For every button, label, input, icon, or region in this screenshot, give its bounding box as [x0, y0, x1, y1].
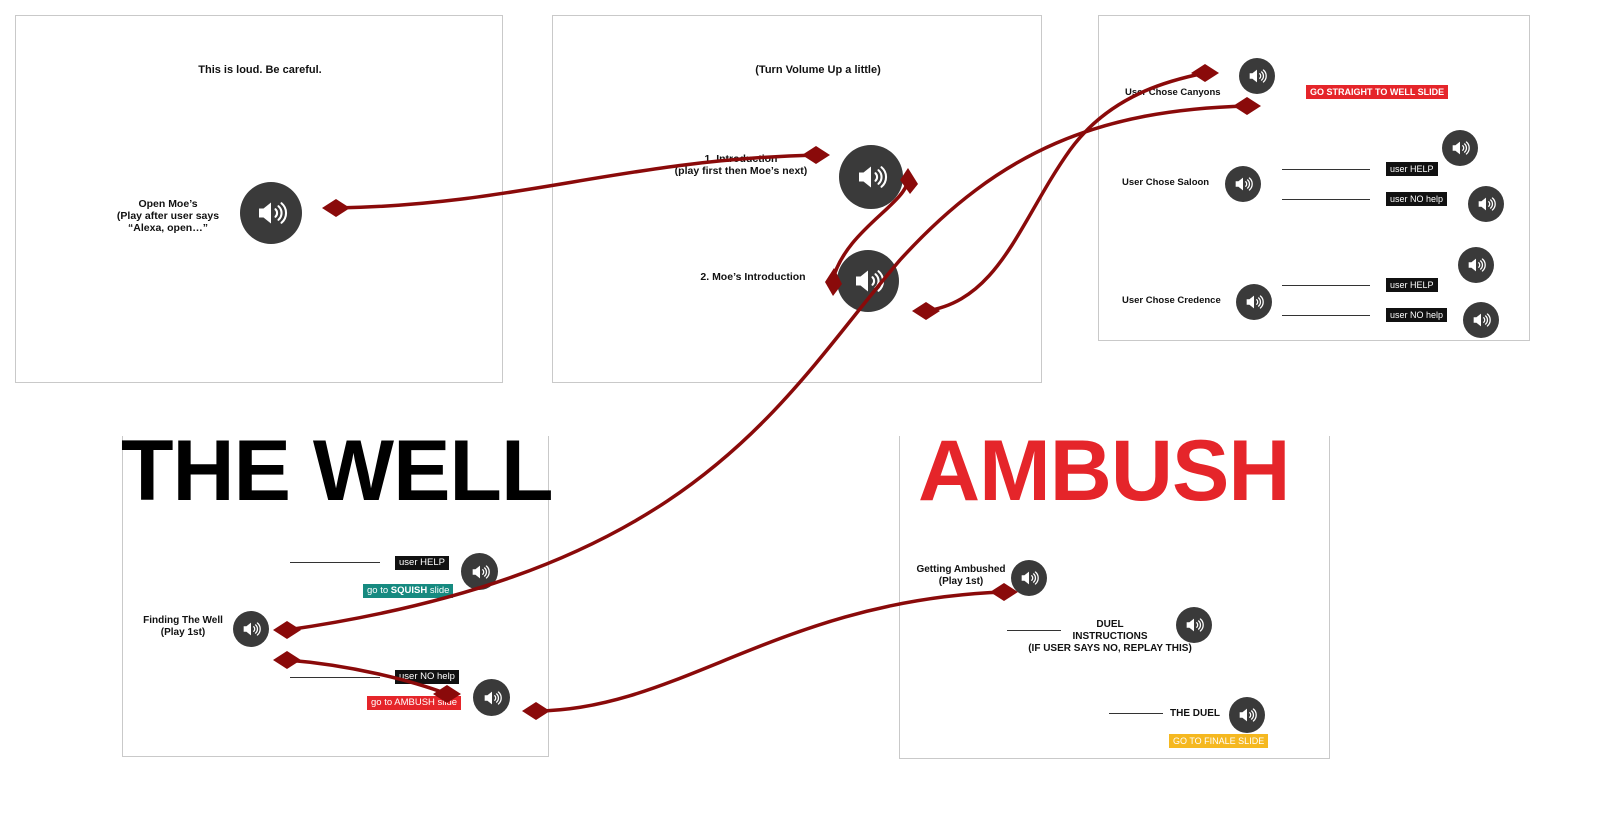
user-help-tag: user HELP: [1386, 162, 1438, 176]
wire-intro-to-moes: [830, 178, 910, 284]
speaker-icon[interactable]: [1011, 560, 1047, 596]
slide-introductions: (Turn Volume Up a little) 1. Introductio…: [552, 15, 1042, 383]
speaker-icon[interactable]: [240, 182, 302, 244]
speaker-icon[interactable]: [1463, 302, 1499, 338]
getting-ambushed-label: Getting Ambushed (Play 1st): [916, 564, 1006, 587]
slide-note: (Turn Volume Up a little): [755, 64, 881, 76]
wire-endpoint: [1191, 64, 1219, 82]
wire-endpoint: [1233, 97, 1261, 115]
wire-endpoint: [990, 583, 1018, 601]
finding-the-well-label: Finding The Well (Play 1st): [143, 615, 223, 638]
go-to-squish-tag: go to SQUISH slide: [363, 584, 454, 598]
ambush-title: AMBUSH: [918, 423, 1290, 519]
wire-endpoint: [825, 268, 842, 296]
divider: [1007, 630, 1061, 631]
speaker-icon[interactable]: [1225, 166, 1261, 202]
user-no-help-tag: user NO help: [1386, 308, 1448, 322]
user-help-tag: user HELP: [1386, 278, 1438, 292]
the-well-title: THE WELL: [121, 423, 553, 519]
wire-endpoint: [802, 146, 830, 164]
wire-endpoint: [322, 199, 350, 217]
wire-endpoint: [273, 621, 301, 639]
go-to-prefix: go to: [367, 585, 391, 596]
speaker-icon[interactable]: [473, 679, 510, 716]
wire-canyons-to-well: [285, 104, 1249, 632]
wire-open-to-intro: [334, 153, 818, 210]
wire-endpoint: [273, 651, 301, 669]
wire-endpoint: [522, 702, 550, 720]
speaker-icon[interactable]: [233, 611, 269, 647]
wire-endpoint: [900, 168, 918, 194]
slide-open-moes: This is loud. Be careful. Open Moe’s (Pl…: [15, 15, 503, 383]
slide-the-well: user HELP go to SQUISH slide Finding The…: [122, 436, 549, 757]
go-to-ambush-tag: go to AMBUSH slide: [367, 696, 462, 710]
go-to-finale-tag: GO TO FINALE SLIDE: [1169, 734, 1269, 748]
slide-suffix: slide: [427, 585, 450, 596]
speaker-icon[interactable]: [837, 250, 899, 312]
slide-user-choices: User Chose Canyons GO STRAIGHT TO WELL S…: [1098, 15, 1530, 341]
slide-ambush: Getting Ambushed (Play 1st) DUEL INSTRUC…: [899, 436, 1330, 759]
user-help-tag: user HELP: [395, 556, 449, 570]
speaker-icon[interactable]: [1229, 697, 1265, 733]
duel-instructions-label: DUEL INSTRUCTIONS (IF USER SAYS NO, REPL…: [1028, 619, 1192, 654]
divider: [290, 562, 380, 563]
wire-endpoint: [433, 685, 461, 703]
speaker-icon[interactable]: [1442, 130, 1478, 166]
wire-moes-to-canyons: [924, 71, 1207, 313]
credence-label: User Chose Credence: [1122, 295, 1221, 306]
canyons-label: User Chose Canyons: [1125, 87, 1221, 98]
divider: [1109, 713, 1163, 714]
wire-endpoint: [912, 302, 940, 320]
wire-well-to-ambush-tag: [285, 658, 449, 696]
open-moes-label: Open Moe’s (Play after user says “Alexa,…: [116, 198, 220, 234]
speaker-icon[interactable]: [1458, 247, 1494, 283]
divider: [290, 677, 380, 678]
speaker-icon[interactable]: [1468, 186, 1504, 222]
speaker-icon[interactable]: [1239, 58, 1275, 94]
squish-word: SQUISH: [390, 585, 428, 596]
wire-well-to-ambush-slide: [534, 590, 1006, 713]
speaker-icon[interactable]: [839, 145, 903, 209]
moes-introduction-label: 2. Moe’s Introduction: [700, 271, 806, 283]
go-straight-to-well-tag: GO STRAIGHT TO WELL SLIDE: [1306, 85, 1449, 99]
divider: [1282, 199, 1370, 200]
divider: [1282, 315, 1370, 316]
the-duel-label: THE DUEL: [1170, 708, 1220, 719]
speaker-icon[interactable]: [1236, 284, 1272, 320]
speaker-icon[interactable]: [1176, 607, 1212, 643]
user-no-help-tag: user NO help: [1386, 192, 1448, 206]
divider: [1282, 169, 1370, 170]
slide-note: This is loud. Be careful.: [198, 64, 322, 76]
divider: [1282, 285, 1370, 286]
saloon-label: User Chose Saloon: [1122, 177, 1210, 188]
